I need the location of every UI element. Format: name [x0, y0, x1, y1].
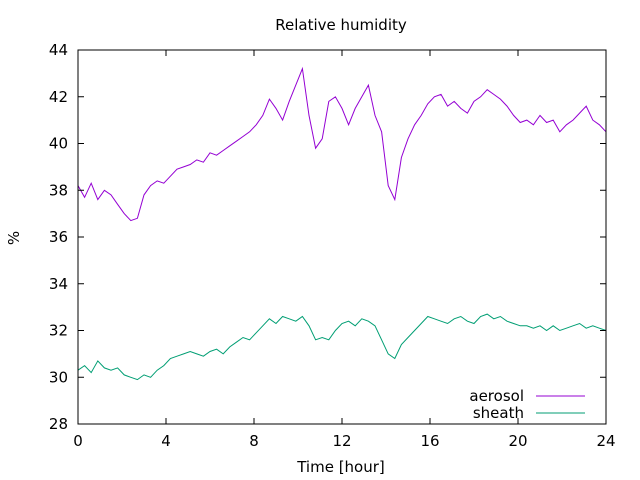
- x-tick-label: 4: [161, 432, 171, 450]
- tick-layer: 0 4 8 12 16 20 24 28 30 32 34 36 38 40 42 44: [49, 41, 616, 450]
- x-tick-label: 8: [249, 432, 259, 450]
- x-tick-label: 24: [596, 432, 615, 450]
- y-tick-label: 28: [49, 415, 68, 433]
- y-tick-label: 40: [49, 135, 68, 153]
- series-layer: [77, 66, 607, 381]
- series-line-sheath: [77, 313, 607, 381]
- y-tick-label: 44: [49, 41, 68, 59]
- y-tick-label: 36: [49, 228, 68, 246]
- x-tick-label: 20: [508, 432, 527, 450]
- x-tick-label: 12: [332, 432, 351, 450]
- y-tick-label: 30: [49, 368, 68, 386]
- x-tick-label: 16: [420, 432, 439, 450]
- y-tick-label: 42: [49, 88, 68, 106]
- plot-frame: [77, 49, 607, 425]
- y-tick-label: 38: [49, 181, 68, 199]
- legend-label-aerosol: aerosol: [469, 387, 524, 405]
- y-tick-label: 34: [49, 275, 68, 293]
- x-axis-label: Time [hour]: [296, 458, 385, 476]
- x-tick-label: 0: [73, 432, 83, 450]
- series-line-aerosol: [77, 66, 607, 222]
- chart-title: Relative humidity: [275, 16, 407, 34]
- y-axis-label: %: [5, 231, 23, 245]
- legend-label-sheath: sheath: [473, 404, 524, 422]
- y-tick-label: 32: [49, 322, 68, 340]
